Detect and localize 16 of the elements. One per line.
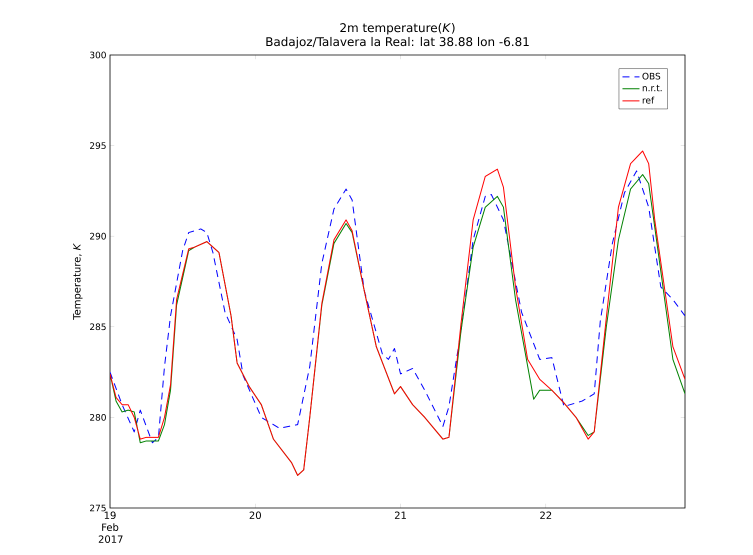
y-tick-label: 295: [90, 142, 106, 149]
x-tick-label: 21: [394, 511, 406, 519]
y-tick-label: 285: [90, 323, 106, 330]
x-tick-label: 19 Feb 2017: [98, 511, 123, 543]
x-tick-label: 20: [250, 511, 261, 520]
y-tick-label: 275: [90, 504, 106, 512]
legend-label: ref: [642, 96, 654, 104]
y-tick-label: 300: [90, 52, 106, 58]
chart-title: 2m temperature(K): [340, 22, 455, 35]
chart-subtitle: Badajoz/Talavera la Real: lat 38.88 lon -6.81: [266, 36, 529, 48]
y-tick-label: 290: [90, 232, 106, 240]
legend-label: n.r.t.: [642, 84, 662, 92]
legend-label: OBS: [642, 72, 660, 80]
y-axis-title: Temperature, K: [73, 243, 83, 320]
y-tick-label: 280: [90, 414, 106, 421]
x-tick-label: 22: [540, 511, 552, 519]
